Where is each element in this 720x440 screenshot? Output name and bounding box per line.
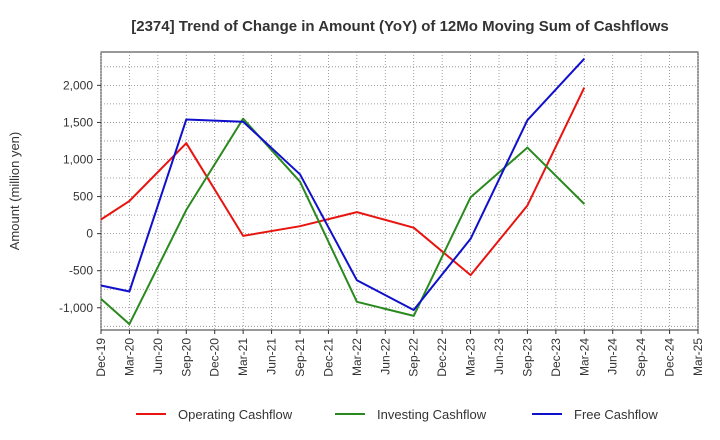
x-tick-label: Sep-20 <box>179 338 193 377</box>
y-tick-label: 0 <box>86 227 93 241</box>
x-tick-label: Dec-20 <box>208 338 222 377</box>
x-tick-label: Sep-22 <box>407 338 421 377</box>
chart-title: [2374] Trend of Change in Amount (YoY) o… <box>131 18 669 35</box>
y-tick-label: 1,000 <box>63 152 93 166</box>
legend-item-free-cashflow: Free Cashflow <box>532 407 658 422</box>
y-axis-label: Amount (million yen) <box>7 132 22 251</box>
x-tick-label: Mar-25 <box>691 338 705 376</box>
x-tick-label: Dec-23 <box>549 338 563 377</box>
x-tick-label: Mar-20 <box>122 338 136 376</box>
x-axis: Dec-19 Mar-20 Jun-20 Sep-20 Dec-20 Mar-21 Jun-… <box>94 330 705 377</box>
y-axis: -1,000 -500 0 500 1,000 1,500 2,000 <box>59 78 101 315</box>
x-tick-label: Dec-24 <box>663 338 677 377</box>
y-tick-label: 500 <box>73 190 93 204</box>
series-line-operating-cashflow <box>100 87 586 277</box>
x-tick-label: Dec-21 <box>321 338 335 377</box>
legend-item-operating-cashflow: Operating Cashflow <box>136 407 293 422</box>
legend-label: Free Cashflow <box>574 407 658 422</box>
y-tick-label: 1,500 <box>63 115 93 129</box>
x-tick-label: Jun-20 <box>151 338 165 375</box>
y-tick-label: -1,000 <box>59 301 93 315</box>
legend: Operating Cashflow Investing Cashflow Free… <box>136 407 658 422</box>
y-tick-label: 2,000 <box>63 78 93 92</box>
x-tick-label: Sep-21 <box>293 338 307 377</box>
x-tick-label: Dec-22 <box>435 338 449 377</box>
series-line-free-cashflow <box>100 58 586 311</box>
x-tick-label: Sep-23 <box>520 338 534 377</box>
x-tick-label: Mar-24 <box>577 338 591 376</box>
x-tick-label: Mar-22 <box>350 338 364 376</box>
series-lines <box>100 58 586 326</box>
x-tick-label: Jun-23 <box>492 338 506 375</box>
legend-item-investing-cashflow: Investing Cashflow <box>335 407 487 422</box>
x-tick-label: Jun-21 <box>265 338 279 375</box>
x-tick-label: Mar-23 <box>464 338 478 376</box>
legend-label: Operating Cashflow <box>178 407 293 422</box>
plot-area <box>100 51 699 331</box>
x-tick-label: Mar-21 <box>236 338 250 376</box>
x-tick-label: Dec-19 <box>94 338 108 377</box>
grid <box>100 52 699 330</box>
y-tick-label: -500 <box>69 264 93 278</box>
x-tick-label: Sep-24 <box>634 338 648 377</box>
x-tick-label: Jun-22 <box>378 338 392 375</box>
series-line-investing-cashflow <box>100 117 586 326</box>
legend-label: Investing Cashflow <box>377 407 487 422</box>
x-tick-label: Jun-24 <box>606 338 620 375</box>
